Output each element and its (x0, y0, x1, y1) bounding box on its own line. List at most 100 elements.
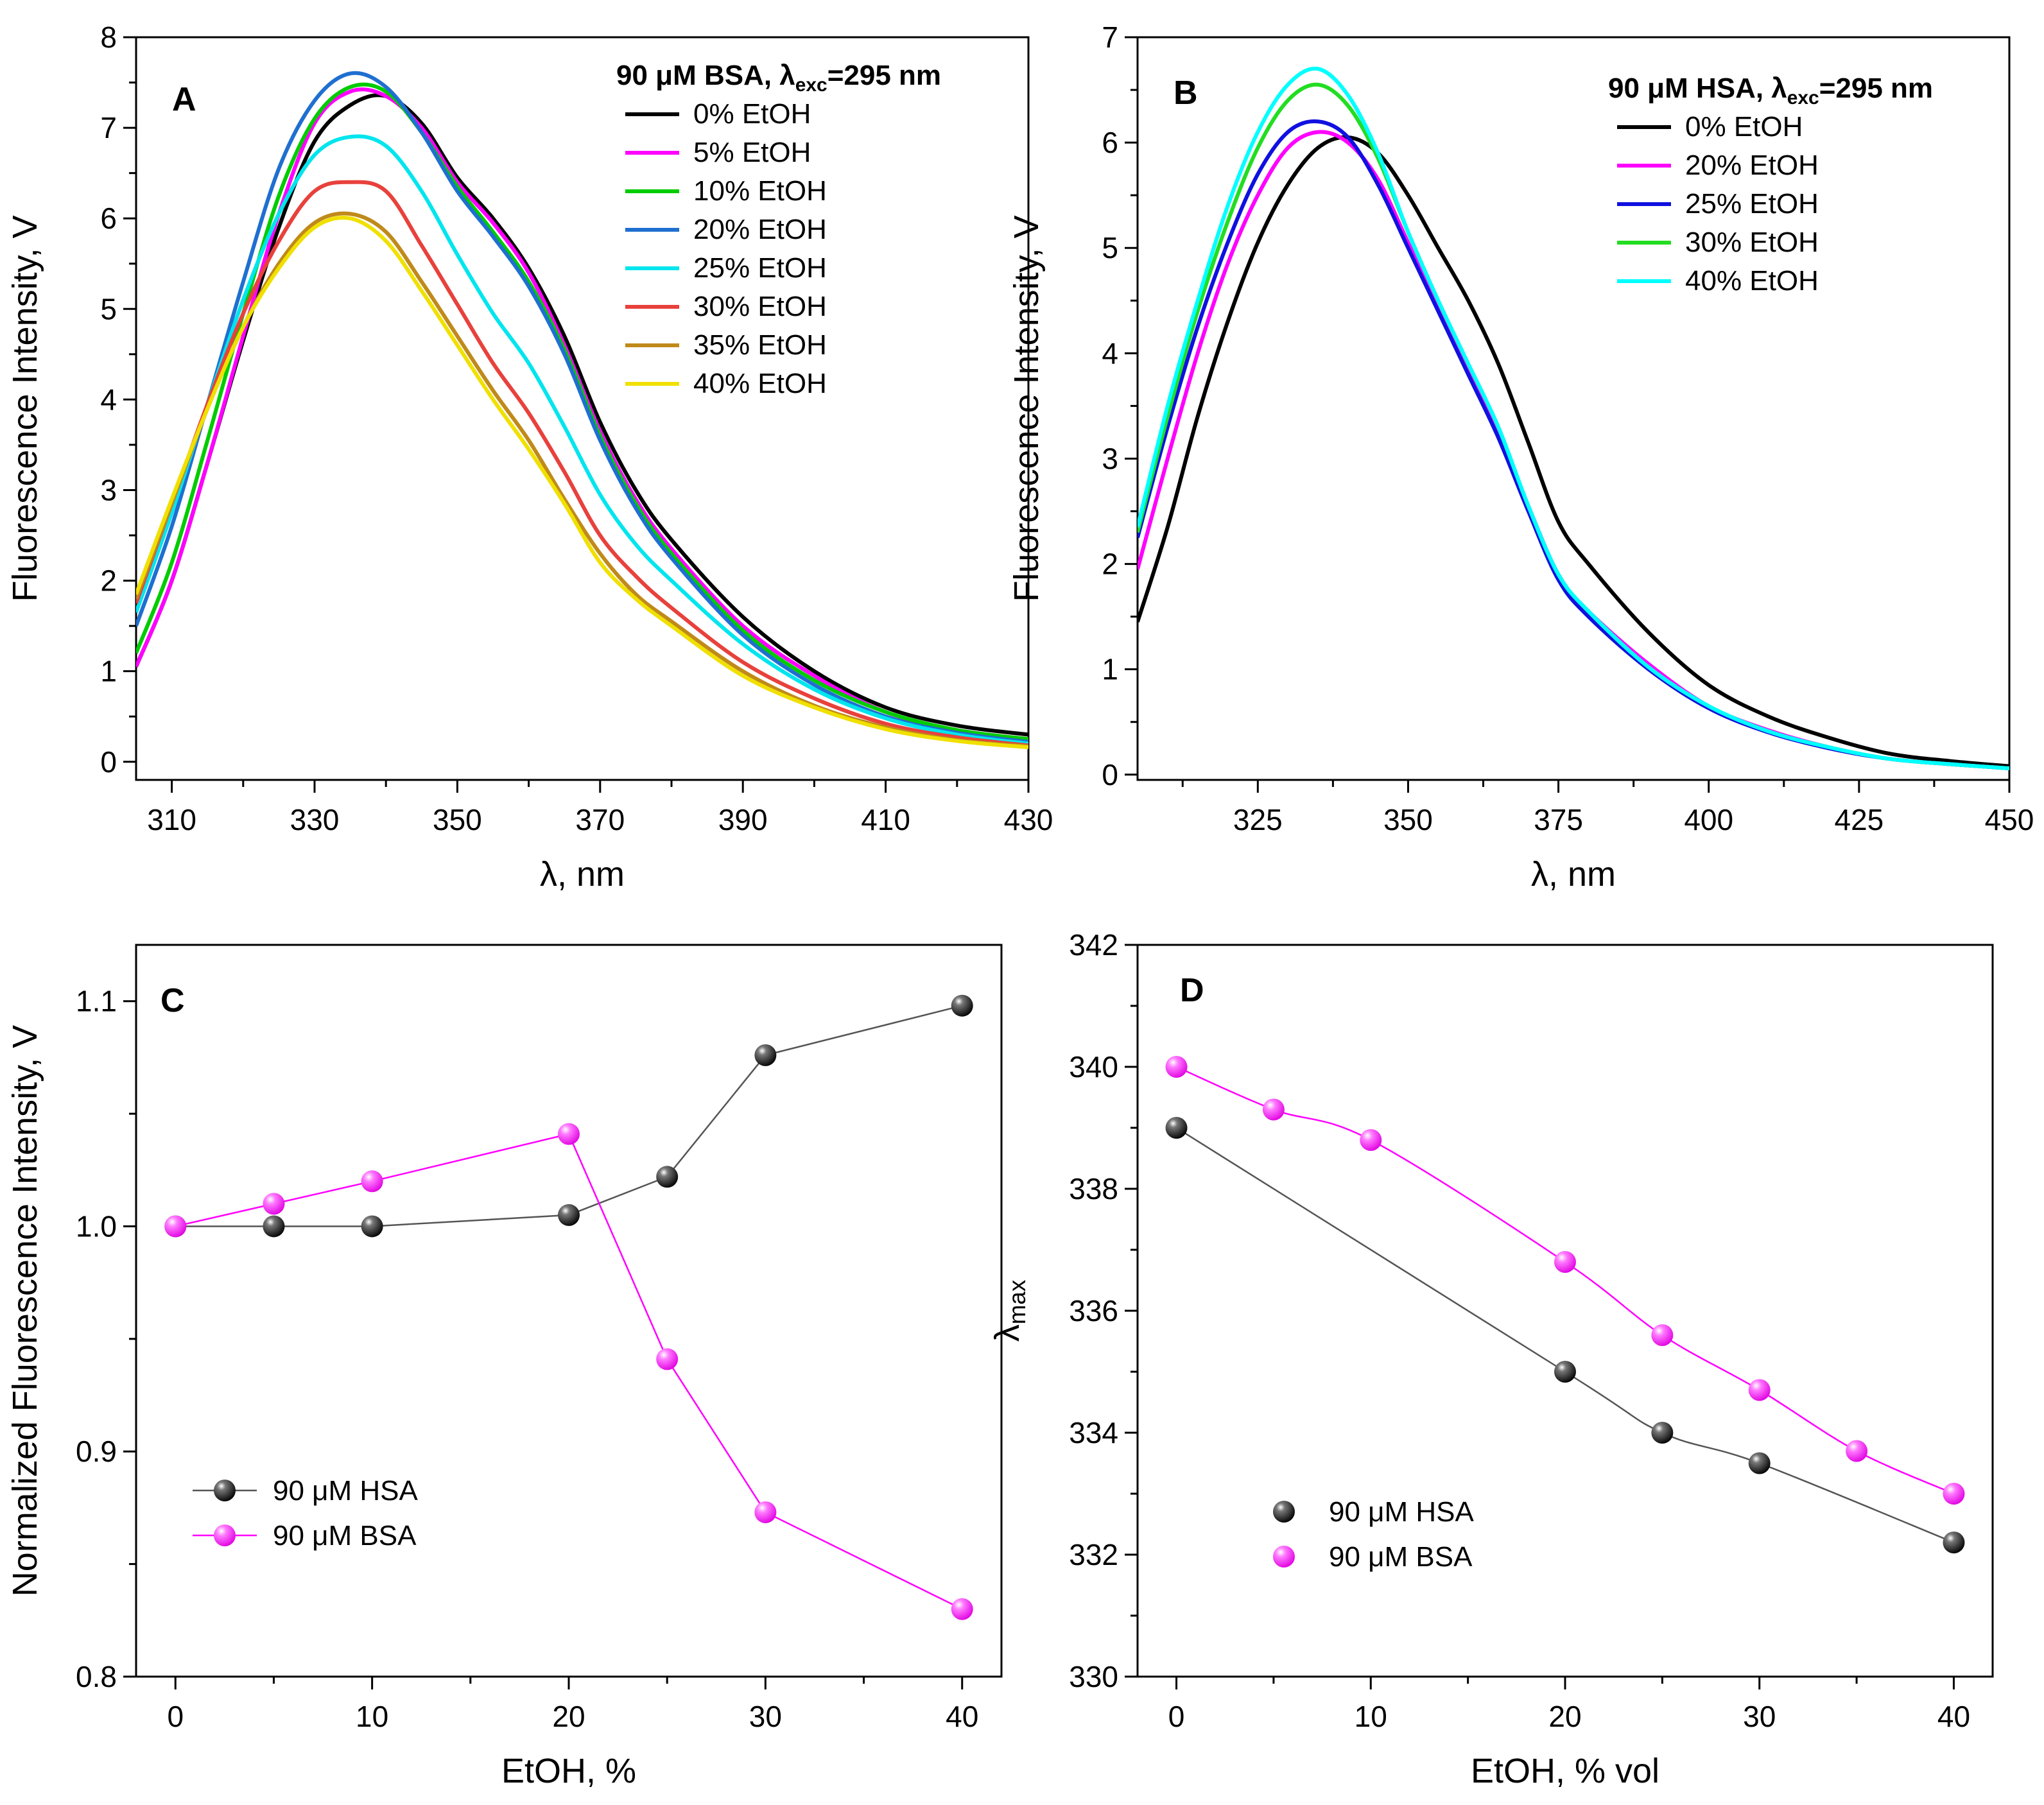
data-point-0 (951, 994, 973, 1017)
y-axis-title: Fluorescence Intensity, V (1007, 215, 1046, 601)
data-point-0 (754, 1044, 777, 1066)
y-tick-label: 7 (100, 111, 117, 144)
x-tick-label: 0 (167, 1700, 184, 1733)
panel-b-chart: 325 350 375 400 425 450 0 1 2 3 4 5 6 7 λ, nm Fluoresce… (1007, 21, 2034, 894)
data-point-1 (1165, 1056, 1188, 1078)
y-tick-label: 5 (100, 292, 117, 325)
x-tick-label: 410 (861, 803, 910, 836)
data-point-1 (1262, 1098, 1285, 1121)
legend-label: 90 μM BSA (273, 1520, 417, 1551)
x-tick-label: 325 (1233, 803, 1283, 836)
data-point-0 (1748, 1452, 1771, 1474)
y-tick-label: 4 (1102, 336, 1118, 370)
legend-label: 0% EtOH (1685, 111, 1803, 142)
x-tick-label: 10 (356, 1700, 388, 1733)
y-tick-label: 3 (1102, 442, 1118, 475)
panel-c-chart: 0 10 20 30 40 0.8 0.9 1.0 1.1 EtOH, % Normalized F… (6, 944, 1003, 1790)
series-group (1138, 66, 2009, 770)
data-point-1 (1651, 1324, 1674, 1346)
series-line-0 (1138, 135, 2009, 768)
data-point-1 (1360, 1129, 1382, 1151)
y-tick-label: 1 (100, 655, 117, 688)
x-tick-label: 330 (290, 803, 340, 836)
x-axis-title: λ, nm (540, 855, 625, 894)
y-tick-label: 332 (1069, 1538, 1118, 1571)
x-tick-label: 20 (552, 1700, 585, 1733)
plot-frame (1136, 36, 2011, 781)
y-axis-title: Normalized Fluorescence Intensity, V (6, 1025, 44, 1596)
legend-label: 30% EtOH (1685, 227, 1819, 258)
y-tick-label: 0 (100, 745, 117, 779)
x-axis-title: λ, nm (1531, 855, 1616, 894)
data-point-0 (656, 1166, 679, 1188)
legend-label: 20% EtOH (693, 214, 827, 245)
x-tick-label: 310 (147, 803, 196, 836)
legend-title: 90 μM BSA, λexc=295 nm (616, 60, 941, 96)
data-point-1 (1554, 1251, 1576, 1273)
plot-frame (1136, 944, 1994, 1678)
y-tick-label: 2 (1102, 548, 1118, 581)
legend-label: 90 μM HSA (1329, 1496, 1475, 1528)
data-point-0 (1165, 1117, 1188, 1139)
x-tick-label: 40 (946, 1700, 978, 1733)
legend-swatch (214, 1524, 236, 1546)
series-line-7 (136, 216, 1028, 750)
legend-label: 0% EtOH (693, 98, 811, 130)
y-tick-label: 338 (1069, 1172, 1118, 1205)
legend-label: 90 μM BSA (1329, 1541, 1473, 1573)
data-point-1 (361, 1170, 383, 1193)
y-tick-label: 0.8 (76, 1660, 117, 1693)
legend-label: 5% EtOH (693, 137, 811, 168)
y-tick-label: 1 (1102, 653, 1118, 686)
x-axis-title: EtOH, % (501, 1752, 636, 1790)
x-tick-label: 30 (1743, 1700, 1776, 1733)
legend-swatch (1273, 1546, 1295, 1568)
x-tick-label: 10 (1355, 1700, 1387, 1733)
legend-label: 40% EtOH (693, 368, 827, 399)
series-line-0 (175, 1005, 963, 1227)
panel-label: C (160, 982, 185, 1019)
y-tick-label: 7 (1102, 21, 1118, 54)
legend-swatch (214, 1480, 236, 1501)
panel-label: D (1180, 972, 1204, 1009)
x-tick-label: 375 (1534, 803, 1583, 836)
legend-label: 90 μM HSA (273, 1475, 419, 1507)
x-tick-label: 430 (1004, 803, 1053, 836)
y-tick-label: 330 (1069, 1660, 1118, 1693)
y-tick-label: 334 (1069, 1416, 1118, 1449)
series-line-5 (136, 180, 1028, 748)
legend-label: 25% EtOH (693, 252, 827, 284)
data-point-1 (558, 1123, 580, 1145)
y-tick-label: 0 (1102, 758, 1118, 791)
x-tick-label: 400 (1684, 803, 1733, 836)
plot-frame (135, 36, 1030, 781)
series-line-3 (136, 71, 1028, 744)
x-tick-label: 20 (1548, 1700, 1581, 1733)
y-tick-label: 6 (100, 202, 117, 235)
legend-label: 25% EtOH (1685, 188, 1819, 220)
legend-swatch (1273, 1501, 1295, 1523)
series-line-2 (136, 82, 1028, 741)
data-point-1 (164, 1215, 187, 1238)
series-line-6 (136, 211, 1028, 748)
x-tick-label: 425 (1834, 803, 1884, 836)
x-tick-label: 30 (749, 1700, 782, 1733)
legend-label: 40% EtOH (1685, 265, 1819, 297)
x-axis-title: EtOH, % vol (1471, 1752, 1659, 1790)
y-tick-label: 1.0 (76, 1209, 117, 1243)
data-point-1 (1943, 1483, 1965, 1505)
data-point-0 (1651, 1422, 1674, 1444)
y-tick-label: 0.9 (76, 1435, 117, 1468)
legend-label: 35% EtOH (693, 329, 827, 361)
data-point-0 (1943, 1532, 1965, 1553)
y-tick-label: 5 (1102, 231, 1118, 264)
y-axis-title: Fluorescence Intensity, V (6, 215, 44, 601)
y-tick-label: 336 (1069, 1294, 1118, 1327)
y-tick-label: 2 (100, 564, 117, 598)
data-point-0 (1554, 1361, 1576, 1383)
panel-d-chart: 0 10 20 30 40 330 332 334 336 338 340 342 EtOH, % vo… (988, 928, 1994, 1790)
x-tick-label: 350 (1383, 803, 1433, 836)
x-tick-label: 350 (433, 803, 482, 836)
data-point-0 (361, 1215, 383, 1238)
